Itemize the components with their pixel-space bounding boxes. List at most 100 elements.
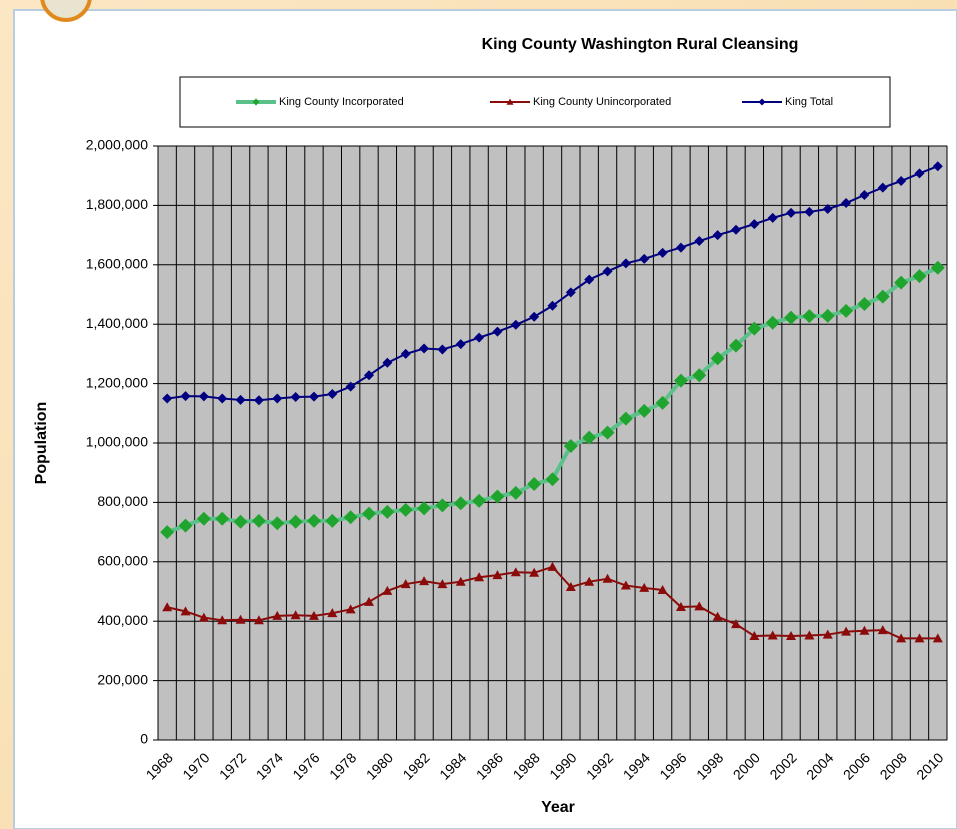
marker <box>490 489 505 504</box>
marker <box>288 514 303 529</box>
marker <box>162 393 173 404</box>
y-tick-label: 1,800,000 <box>86 196 148 212</box>
marker <box>398 502 413 517</box>
marker <box>730 224 741 235</box>
marker <box>492 326 503 337</box>
marker <box>327 388 338 399</box>
y-tick-label: 600,000 <box>97 553 148 569</box>
marker <box>784 310 799 325</box>
marker <box>930 260 945 275</box>
marker <box>235 614 246 624</box>
marker <box>419 576 430 586</box>
marker <box>712 230 723 241</box>
marker <box>437 344 448 355</box>
marker <box>673 373 688 388</box>
marker <box>875 289 890 304</box>
marker <box>545 472 560 487</box>
marker <box>767 212 778 223</box>
marker <box>857 297 872 312</box>
marker <box>380 504 395 519</box>
marker <box>453 496 468 511</box>
marker <box>565 287 576 298</box>
marker <box>290 610 301 620</box>
marker <box>198 612 209 622</box>
marker <box>472 493 487 508</box>
marker <box>655 395 670 410</box>
marker <box>327 608 338 618</box>
marker <box>675 242 686 253</box>
marker <box>582 430 597 445</box>
marker <box>160 525 175 540</box>
marker <box>620 258 631 269</box>
marker <box>253 395 264 406</box>
marker <box>804 206 815 217</box>
marker <box>364 596 375 606</box>
marker <box>272 393 283 404</box>
marker <box>162 602 173 612</box>
marker <box>474 332 485 343</box>
marker <box>802 309 817 324</box>
marker <box>547 300 558 311</box>
marker <box>217 615 228 625</box>
marker <box>492 570 503 580</box>
marker <box>215 511 230 526</box>
marker <box>932 161 943 172</box>
marker <box>252 98 260 106</box>
y-tick-label: 800,000 <box>97 493 148 509</box>
marker <box>547 561 558 571</box>
marker <box>272 610 283 620</box>
marker <box>584 274 595 285</box>
marker <box>914 168 925 179</box>
marker <box>877 625 888 635</box>
marker <box>455 576 466 586</box>
marker <box>198 391 209 402</box>
marker <box>804 630 815 640</box>
marker <box>508 485 523 500</box>
marker <box>364 370 375 381</box>
marker <box>196 511 211 526</box>
marker <box>728 338 743 353</box>
marker <box>345 604 356 614</box>
marker <box>710 351 725 366</box>
marker <box>657 247 668 258</box>
marker <box>510 319 521 330</box>
marker <box>565 582 576 592</box>
marker <box>877 182 888 193</box>
chart-title: King County Washington Rural Cleansing <box>482 36 799 53</box>
marker <box>730 619 741 629</box>
marker <box>217 393 228 404</box>
marker <box>178 518 193 533</box>
marker <box>692 368 707 383</box>
marker <box>308 391 319 402</box>
y-axis-label: Population <box>33 402 50 485</box>
marker <box>233 514 248 529</box>
marker <box>859 190 870 201</box>
marker <box>382 357 393 368</box>
marker <box>639 253 650 264</box>
marker <box>932 633 943 643</box>
y-tick-label: 200,000 <box>97 671 148 687</box>
marker <box>765 315 780 330</box>
marker <box>563 438 578 453</box>
y-tick-label: 400,000 <box>97 612 148 628</box>
marker <box>914 633 925 643</box>
marker <box>894 275 909 290</box>
marker <box>767 630 778 640</box>
marker <box>270 516 285 531</box>
y-tick-label: 2,000,000 <box>86 137 148 153</box>
marker <box>749 631 760 641</box>
marker <box>343 510 358 525</box>
marker <box>419 343 430 354</box>
y-tick-label: 1,400,000 <box>86 315 148 331</box>
marker <box>896 176 907 187</box>
marker <box>786 631 797 641</box>
marker <box>400 348 411 359</box>
marker <box>712 611 723 621</box>
marker <box>639 582 650 592</box>
marker <box>435 498 450 513</box>
legend-label: King County Unincorporated <box>533 96 671 108</box>
marker <box>786 207 797 218</box>
marker <box>657 585 668 595</box>
marker <box>841 626 852 636</box>
marker <box>912 269 927 284</box>
